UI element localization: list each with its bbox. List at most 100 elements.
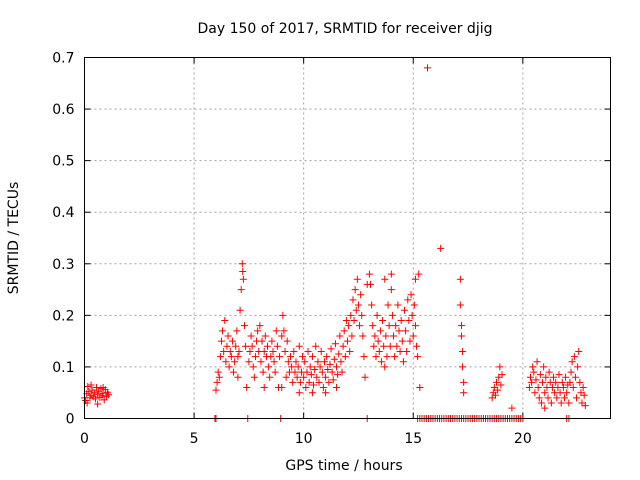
data-point	[541, 404, 549, 412]
data-point	[315, 378, 323, 386]
data-point	[223, 342, 231, 350]
data-point	[99, 384, 107, 392]
data-point	[327, 345, 335, 353]
data-point	[351, 286, 359, 294]
data-point	[533, 358, 541, 366]
data-point	[571, 373, 579, 381]
data-point	[256, 322, 264, 330]
data-point	[90, 389, 98, 397]
y-tick-label: 0.6	[52, 102, 74, 118]
x-tick-labels: 0 5 10 15 20	[80, 431, 532, 447]
data-point	[261, 332, 269, 340]
data-point	[376, 327, 384, 335]
data-point	[581, 402, 589, 410]
data-point	[372, 353, 380, 361]
data-point	[350, 317, 358, 325]
data-point	[392, 322, 400, 330]
data-point	[377, 358, 385, 366]
data-point	[322, 389, 330, 397]
y-tick-label: 0.7	[52, 51, 74, 67]
data-point	[387, 270, 395, 278]
data-point	[532, 376, 540, 384]
data-point	[575, 347, 583, 355]
data-point	[552, 378, 560, 386]
data-point	[85, 388, 93, 396]
data-point	[314, 358, 322, 366]
data-point	[365, 270, 373, 278]
data-point	[375, 347, 383, 355]
data-point	[329, 376, 337, 384]
data-point	[105, 391, 113, 399]
data-point	[212, 386, 220, 394]
data-point	[318, 368, 326, 376]
x-tick-label: 15	[404, 431, 422, 447]
data-point	[402, 327, 410, 335]
data-point	[235, 347, 243, 355]
data-point	[258, 337, 266, 345]
data-point	[246, 347, 254, 355]
data-point	[403, 347, 411, 355]
data-point	[221, 317, 229, 325]
data-point	[391, 353, 399, 361]
data-point	[547, 399, 555, 407]
data-point	[411, 322, 419, 330]
data-point	[342, 317, 350, 325]
data-point	[541, 389, 549, 397]
data-point	[271, 368, 279, 376]
data-point	[94, 400, 102, 408]
data-point	[226, 347, 234, 355]
data-point	[498, 371, 506, 379]
data-point	[259, 368, 267, 376]
data-point	[459, 363, 467, 371]
x-tick-label: 20	[514, 431, 532, 447]
data-point	[250, 373, 258, 381]
y-tick-labels: 0 0.1 0.2 0.3 0.4 0.5 0.6 0.7	[52, 51, 74, 428]
data-point	[345, 322, 353, 330]
y-tick-label: 0	[66, 412, 75, 428]
axis-ticks	[84, 57, 611, 419]
data-point	[423, 64, 431, 72]
data-point	[214, 368, 222, 376]
data-point	[406, 337, 414, 345]
data-point	[527, 373, 535, 381]
data-point	[456, 301, 464, 309]
data-point	[294, 363, 302, 371]
data-point	[260, 347, 268, 355]
data-point	[296, 378, 304, 386]
data-point	[393, 342, 401, 350]
data-point	[553, 394, 561, 402]
data-point	[278, 332, 286, 340]
data-point	[306, 363, 314, 371]
data-point	[334, 371, 342, 379]
data-point	[319, 384, 327, 392]
y-axis-label: SRMTID / TECUs	[6, 182, 22, 295]
data-point	[237, 286, 245, 294]
data-point	[381, 363, 389, 371]
data-point	[568, 358, 576, 366]
data-point	[359, 332, 367, 340]
data-point	[333, 363, 341, 371]
data-point	[542, 373, 550, 381]
data-point	[558, 378, 566, 386]
data-point	[278, 384, 286, 392]
data-point	[382, 332, 390, 340]
data-point	[494, 386, 502, 394]
data-point	[456, 275, 464, 283]
data-point	[573, 394, 581, 402]
data-point	[530, 368, 538, 376]
data-point	[272, 327, 280, 335]
data-point	[566, 378, 574, 386]
data-point	[291, 368, 299, 376]
data-point	[222, 358, 230, 366]
data-point	[326, 360, 334, 368]
data-point	[411, 275, 419, 283]
data-point	[238, 260, 246, 268]
data-point	[348, 332, 356, 340]
data-point	[535, 394, 543, 402]
data-point	[540, 363, 548, 371]
data-point	[385, 322, 393, 330]
data-point	[562, 373, 570, 381]
data-point	[341, 353, 349, 361]
data-point	[268, 337, 276, 345]
data-point	[339, 342, 347, 350]
